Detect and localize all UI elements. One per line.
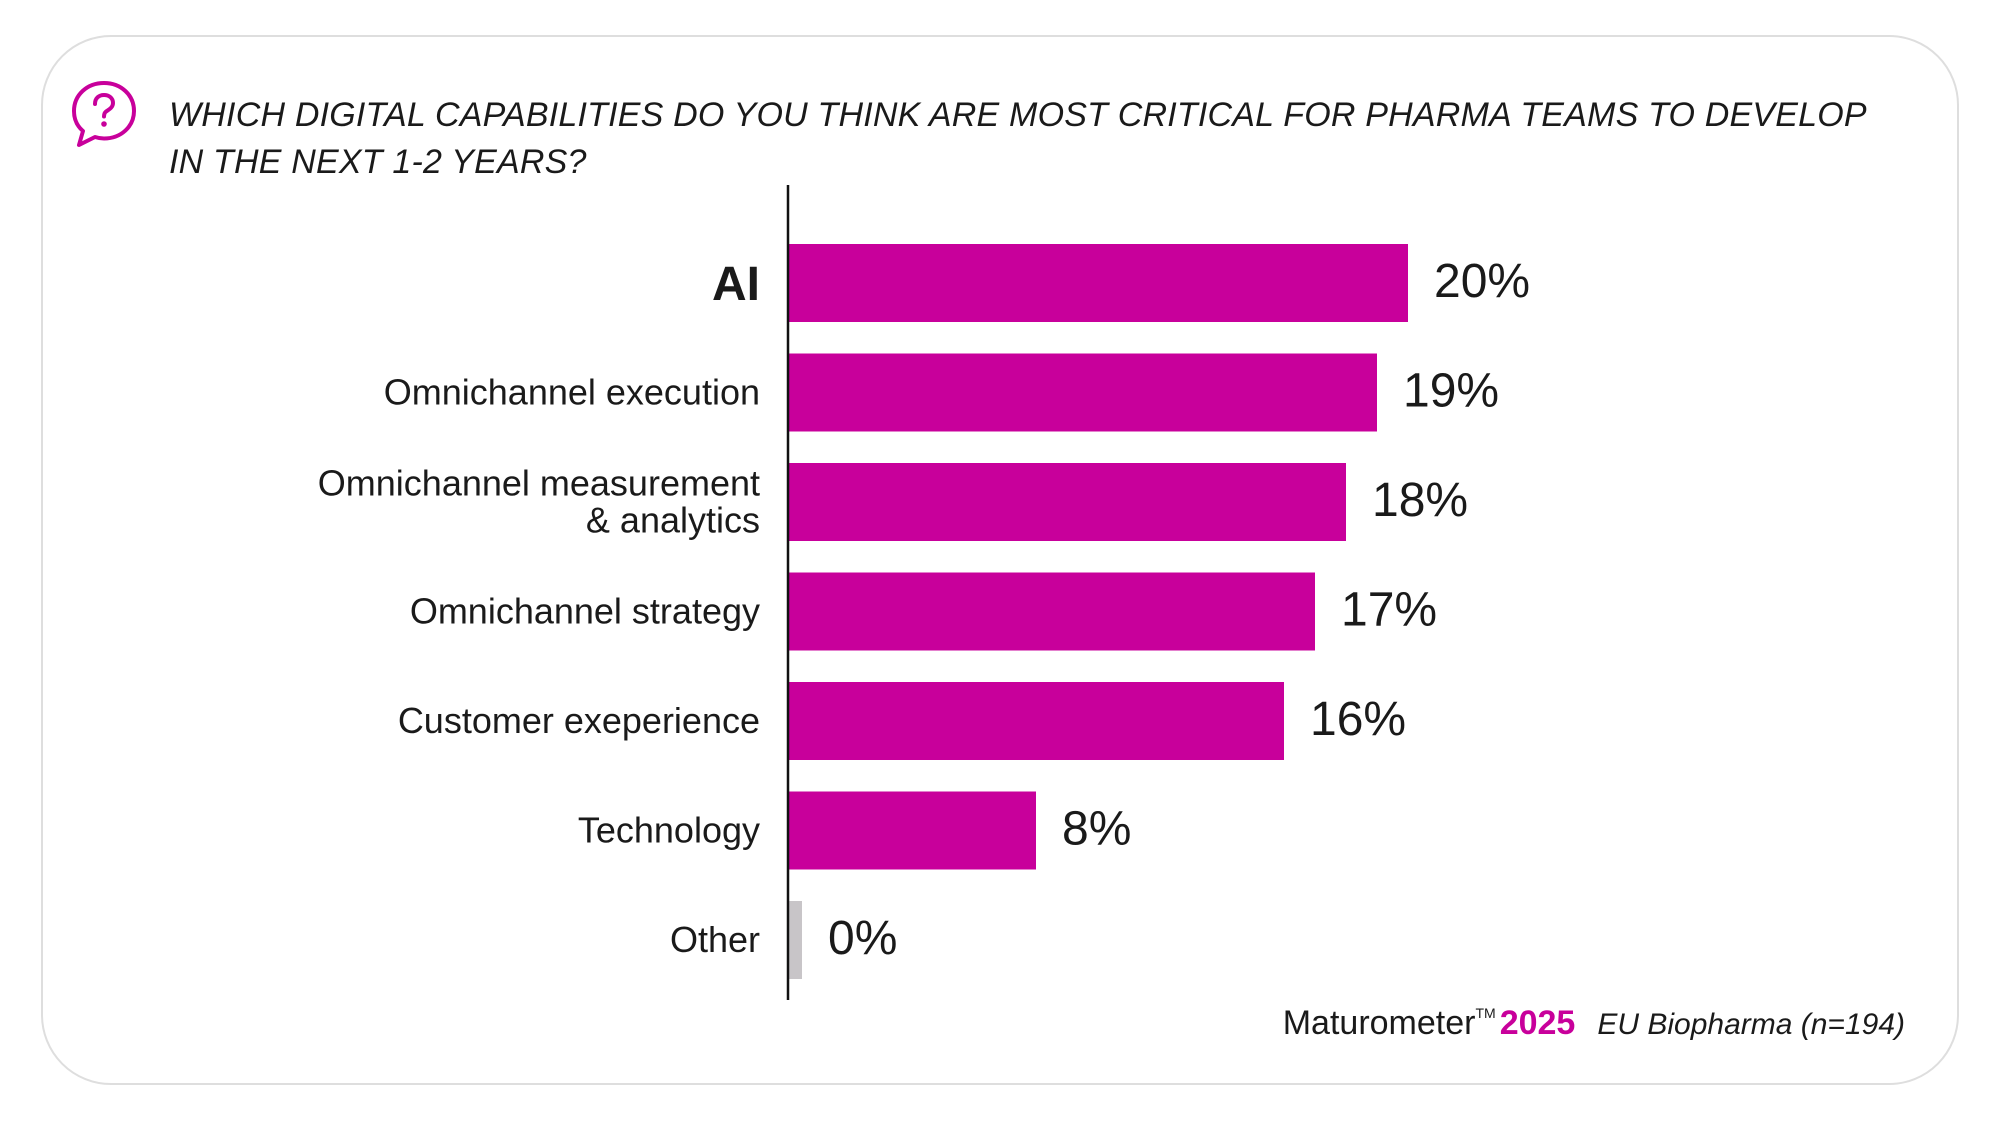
bar-4 — [788, 682, 1284, 760]
brand-year: 2025 — [1499, 1004, 1576, 1042]
bar-6 — [788, 901, 802, 979]
chart-title: WHICH DIGITAL CAPABILITIES DO YOU THINK … — [169, 92, 1929, 186]
category-label-4: Customer exeperience — [398, 700, 760, 741]
brand-name: Maturometer — [1282, 1004, 1476, 1042]
category-label-0: AI — [712, 258, 760, 311]
category-label-5: Technology — [578, 810, 760, 851]
category-label-3: Omnichannel strategy — [410, 591, 760, 632]
trademark-mark: TM — [1475, 1005, 1496, 1021]
value-label-3: 17% — [1341, 584, 1437, 637]
value-label-5: 8% — [1062, 803, 1131, 856]
bar-2 — [788, 463, 1346, 541]
value-label-4: 16% — [1310, 693, 1406, 746]
category-label-2: Omnichannel measurement & analytics — [318, 463, 760, 541]
category-label-6: Other — [670, 919, 760, 960]
value-label-1: 19% — [1403, 365, 1499, 418]
chart-title-line-2: IN THE NEXT 1-2 YEARS? — [169, 143, 587, 181]
footer-attribution: MaturometerTM 2025 EU Biopharma (n=194) — [1283, 1004, 1905, 1043]
value-label-0: 20% — [1434, 255, 1530, 308]
chart-title-line-1: WHICH DIGITAL CAPABILITIES DO YOU THINK … — [169, 96, 1867, 134]
bar-5 — [788, 791, 1036, 870]
bar-1 — [788, 353, 1377, 432]
category-label-1: Omnichannel execution — [384, 372, 760, 413]
survey-source: EU Biopharma (n=194) — [1597, 1008, 1905, 1041]
bar-0 — [788, 244, 1408, 322]
bar-3 — [788, 572, 1315, 651]
question-bubble-icon — [72, 81, 136, 147]
chart-card — [41, 35, 1959, 1085]
value-label-6: 0% — [828, 912, 897, 965]
value-label-2: 18% — [1372, 474, 1468, 527]
